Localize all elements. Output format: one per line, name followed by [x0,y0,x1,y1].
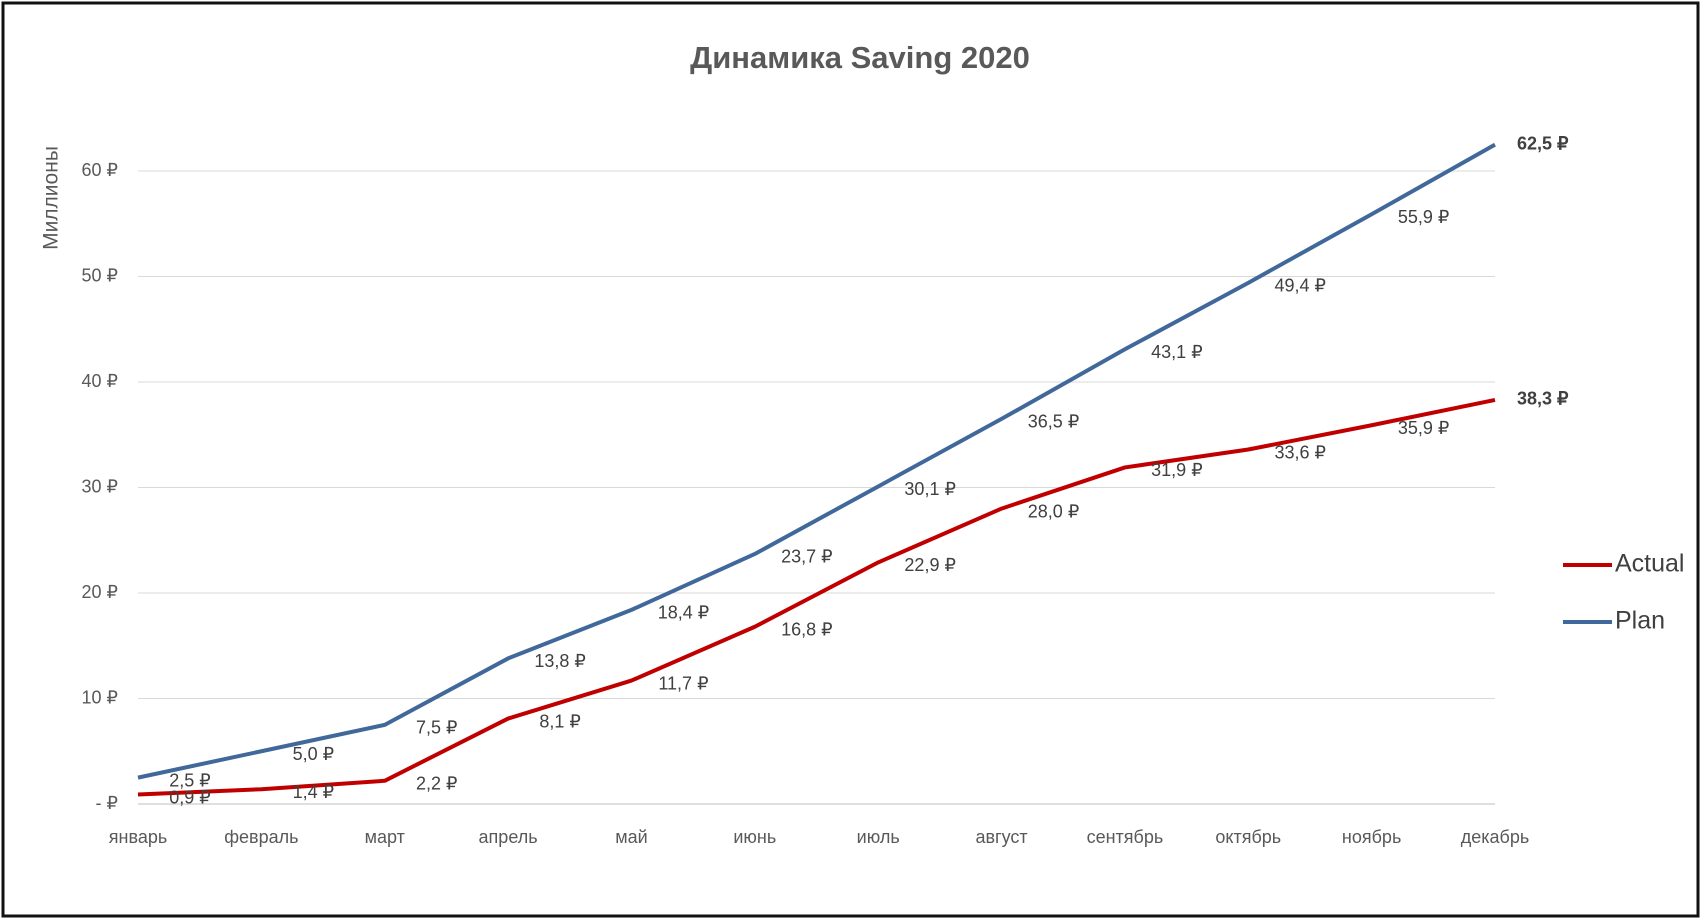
x-tick-label: июль [857,827,900,847]
data-label: 43,1 ₽ [1151,342,1203,362]
data-label: 36,5 ₽ [1028,412,1080,432]
y-axis-label: Миллионы [40,146,63,250]
data-label: 28,0 ₽ [1028,501,1080,521]
y-tick-label: 20 ₽ [82,582,118,602]
y-tick-label: 10 ₽ [82,687,118,707]
data-label: 2,5 ₽ [169,770,210,790]
data-label: 35,9 ₽ [1398,418,1450,438]
data-label: 11,7 ₽ [658,673,708,693]
y-tick-label: 40 ₽ [82,371,118,391]
x-tick-label: сентябрь [1087,827,1164,847]
y-tick-label: - ₽ [96,793,118,813]
x-tick-label: март [365,827,405,847]
data-label: 1,4 ₽ [293,782,334,802]
data-label: 49,4 ₽ [1275,276,1327,296]
data-label: 23,7 ₽ [781,547,833,567]
data-label: 38,3 ₽ [1517,389,1569,409]
y-tick-label: 60 ₽ [82,160,118,180]
data-label: 33,6 ₽ [1275,442,1327,462]
data-label: 62,5 ₽ [1517,133,1569,153]
x-tick-label: октябрь [1215,827,1281,847]
x-tick-label: июнь [733,827,776,847]
data-label: 22,9 ₽ [904,555,956,575]
legend-label: Plan [1615,607,1665,635]
data-label: 13,8 ₽ [534,651,586,671]
chart-title: Динамика Saving 2020 [690,40,1030,75]
series-line [137,397,1496,797]
x-tick-label: январь [109,827,167,847]
x-tick-label: май [615,827,647,847]
series-line [137,142,1496,780]
data-label: 30,1 ₽ [904,479,956,499]
x-tick-label: август [975,827,1027,847]
data-label: 55,9 ₽ [1398,207,1450,227]
data-label: 2,2 ₽ [416,774,457,794]
data-label: 7,5 ₽ [416,718,457,738]
legend-label: Actual [1615,550,1684,578]
data-label: 18,4 ₽ [658,603,710,623]
data-label: 0,9 ₽ [169,787,210,807]
y-tick-label: 50 ₽ [82,265,118,285]
y-tick-label: 30 ₽ [82,476,118,496]
data-label: 31,9 ₽ [1151,460,1203,480]
x-tick-label: апрель [479,827,538,847]
x-tick-label: ноябрь [1342,827,1401,847]
x-tick-label: декабрь [1461,827,1530,847]
x-tick-label: февраль [224,827,298,847]
data-label: 16,8 ₽ [781,620,833,640]
data-label: 5,0 ₽ [293,744,334,764]
data-label: 8,1 ₽ [539,711,580,731]
